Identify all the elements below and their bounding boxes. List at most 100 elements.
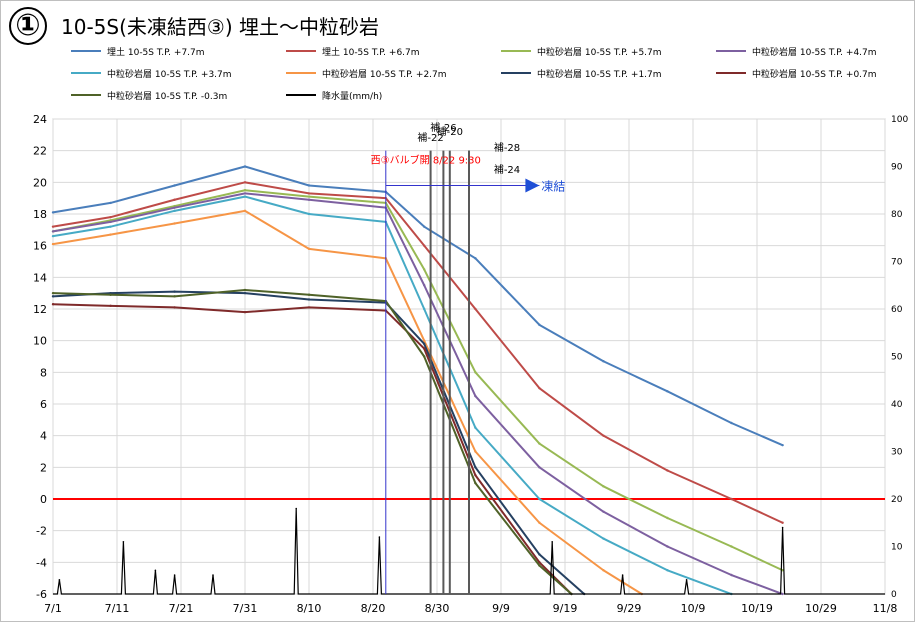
series-point — [666, 516, 669, 520]
series-point — [173, 184, 176, 187]
series-point — [781, 592, 784, 596]
series-point — [307, 198, 311, 201]
series-point — [666, 545, 669, 548]
series-point — [538, 564, 541, 567]
y-tick-label-left: 20 — [33, 176, 47, 189]
series-point — [423, 284, 426, 287]
legend-label: 中粒砂岩層 10-5S T.P. +4.7m — [752, 47, 877, 58]
series-point — [307, 293, 311, 296]
series-point — [781, 521, 784, 524]
series-point — [423, 225, 426, 228]
legend-swatch — [71, 94, 101, 96]
series-point — [173, 222, 176, 225]
series-point — [243, 310, 247, 314]
x-tick-label: 10/19 — [741, 602, 773, 615]
legend-label: 中粒砂岩層 10-5S T.P. -0.3m — [107, 91, 228, 102]
y-tick-label-right: 20 — [891, 495, 903, 505]
y-tick-label-left: 18 — [33, 208, 47, 221]
x-tick-label: 8/10 — [297, 602, 322, 615]
legend-item: 中粒砂岩層 10-5S T.P. -0.3m — [71, 89, 228, 102]
y-tick-label-left: 22 — [33, 145, 47, 158]
legend-label: 中粒砂岩層 10-5S T.P. +0.7m — [752, 69, 877, 80]
series-point — [243, 192, 247, 195]
x-tick-label: 10/29 — [805, 602, 837, 615]
series-point — [423, 342, 426, 346]
series-point — [730, 497, 733, 501]
rainfall-point — [154, 569, 157, 572]
series-point — [51, 211, 55, 214]
series-point — [109, 304, 112, 308]
rainfall-point — [621, 574, 624, 576]
legend-item: 中粒砂岩層 10-5S T.P. +3.7m — [71, 67, 232, 80]
series-point — [307, 184, 311, 187]
series-point — [173, 295, 176, 298]
legend-swatch — [286, 50, 316, 52]
series-point — [666, 390, 669, 393]
legend-item: 埋土 10-5S T.P. +7.7m — [71, 45, 205, 58]
freeze-arrow-head — [525, 178, 540, 193]
series-point — [173, 198, 176, 201]
series-point — [602, 360, 605, 363]
x-tick-label: 7/21 — [169, 602, 194, 615]
series-line-5 — [52, 209, 643, 595]
series-point — [243, 195, 247, 198]
series-point — [474, 257, 477, 260]
series-point — [538, 386, 541, 390]
rainfall-point — [295, 507, 298, 510]
y-tick-label-left: 12 — [33, 303, 47, 316]
legend-item: 埋土 10-5S T.P. +6.7m — [286, 45, 420, 58]
series-point — [666, 569, 669, 572]
series-point — [730, 573, 733, 577]
y-tick-label-left: 16 — [33, 240, 47, 253]
series-point — [474, 394, 477, 398]
legend-swatch — [716, 50, 746, 52]
x-tick-label: 9/9 — [492, 602, 510, 615]
series-point — [51, 303, 55, 306]
x-tick-label: 7/1 — [44, 602, 62, 615]
x-tick-label: 8/30 — [425, 602, 450, 615]
series-point — [307, 212, 311, 216]
series-point — [423, 355, 426, 358]
series-point — [474, 474, 477, 477]
y-tick-label-left: 6 — [40, 398, 47, 411]
y-tick-label-right: 30 — [891, 448, 903, 458]
series-point — [538, 521, 541, 524]
series-point — [423, 268, 426, 271]
series-point — [243, 189, 247, 192]
legend-item: 中粒砂岩層 10-5S T.P. +2.7m — [286, 67, 447, 80]
legend-label: 降水量(mm/h) — [322, 91, 383, 102]
series-point — [538, 466, 541, 469]
legend-item: 中粒砂岩層 10-5S T.P. +5.7m — [501, 45, 662, 58]
rainfall-point — [122, 540, 125, 543]
series-point — [474, 307, 477, 311]
series-point — [109, 220, 112, 224]
series-point — [307, 306, 311, 309]
y-tick-label-right: 70 — [891, 258, 903, 268]
series-point — [423, 244, 426, 247]
rainfall-point — [378, 536, 381, 538]
series-line-4 — [52, 195, 732, 595]
series-point — [109, 215, 112, 219]
borehole-label: 補-22 — [417, 131, 443, 144]
chart-number-badge: ① — [9, 7, 47, 45]
rainfall-point — [212, 574, 214, 576]
series-point — [730, 421, 733, 425]
y-tick-label-right: 80 — [891, 210, 903, 220]
series-point — [602, 569, 605, 572]
series-point — [109, 225, 112, 228]
borehole-label: 補-24 — [494, 163, 520, 176]
x-tick-label: 9/29 — [617, 602, 642, 615]
series-point — [538, 323, 541, 327]
x-tick-label: 7/11 — [105, 602, 130, 615]
series-point — [538, 553, 541, 556]
series-line-6 — [52, 290, 585, 595]
y-tick-label-right: 100 — [891, 115, 908, 125]
series-point — [423, 339, 426, 342]
series-point — [109, 233, 112, 236]
series-point — [538, 561, 541, 564]
y-tick-label-left: 14 — [33, 271, 47, 284]
borehole-label: 補-20 — [437, 125, 463, 138]
y-tick-label-left: 10 — [33, 335, 47, 348]
legend-label: 中粒砂岩層 10-5S T.P. +5.7m — [537, 47, 662, 58]
legend-item: 中粒砂岩層 10-5S T.P. +4.7m — [716, 45, 877, 58]
